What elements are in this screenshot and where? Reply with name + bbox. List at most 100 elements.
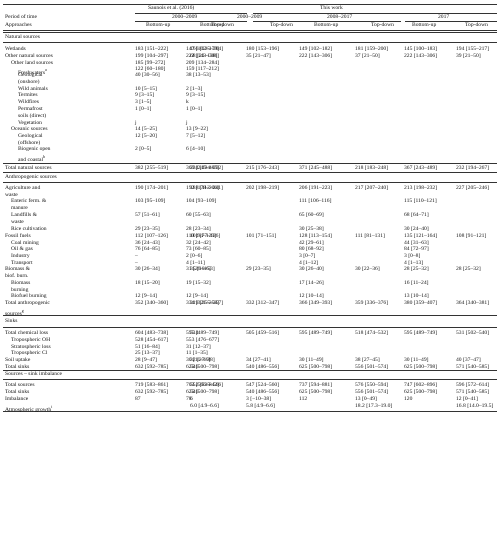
row-label: Rice cultivation	[11, 226, 47, 232]
cell-value: 319 [255–357]	[190, 300, 224, 306]
rule-line	[3, 327, 497, 328]
footnote-marker: i	[51, 404, 53, 409]
cell-value: 149 [102–182]	[299, 46, 333, 52]
cell-value: 68 [64–71]	[404, 212, 429, 218]
approach-header: Top-down	[371, 22, 394, 28]
cell-value: 546	[190, 364, 199, 370]
rule-line	[3, 30, 497, 31]
cell-value: 30 [26–34]	[135, 266, 160, 272]
row-label: Enteric ferm. &	[11, 198, 47, 204]
cell-value: 547 [524–560]	[246, 382, 280, 388]
row-label: Soil uptake	[5, 357, 31, 363]
cell-value: 12 [10–14]	[299, 293, 324, 299]
cell-value: 719 [583–861]	[135, 382, 169, 388]
cell-value: 625 [500–798]	[186, 389, 220, 395]
cell-value: 30 [24–40]	[404, 226, 429, 232]
section-heading: Anthropogenic sources	[5, 174, 57, 180]
cell-value: 30 [26–40]	[299, 266, 324, 272]
cell-value: 359 [336–376]	[355, 300, 389, 306]
cell-value: 227 [205–246]	[456, 185, 490, 191]
cell-value: 518 [474–532]	[355, 330, 389, 336]
row-label: Total chemical loss	[5, 330, 49, 336]
cell-value: 553 [476–677]	[186, 337, 220, 343]
cell-value: 217 [207–240]	[355, 185, 389, 191]
cell-value: 111 [106–116]	[299, 198, 332, 204]
cell-value: 80 [68–92]	[299, 246, 324, 252]
row-label: Wetlands	[5, 46, 26, 52]
cell-value: 51 [16–84]	[135, 344, 160, 350]
cell-value: 10 [5–15]	[135, 86, 157, 92]
row-label: Freshwatersa	[18, 67, 47, 76]
cell-value: 6 [4–10]	[186, 146, 206, 152]
cell-value: 218 [183–248]	[355, 165, 389, 171]
cell-value: 632 [592–785]	[135, 389, 169, 395]
cell-value: 13 [0–49]	[355, 396, 377, 402]
cell-value: 194 [155–217]	[456, 46, 490, 52]
rule-line	[3, 411, 497, 412]
cell-value: 32 [24–42]	[186, 240, 211, 246]
cell-value: 38 [27–45]	[355, 357, 380, 363]
section-heading: Sinks	[5, 318, 18, 324]
cell-value: 115 [110–121]	[404, 198, 437, 204]
cell-value: 3 [0–8]	[404, 253, 421, 259]
cell-value: 110 [94–129]	[186, 233, 217, 239]
rule-line	[3, 42, 497, 43]
cell-value: 232 [194–267]	[456, 165, 490, 171]
saunois-header: Saunois et al. (2016)	[148, 5, 195, 11]
row-label-cont: waste	[5, 191, 18, 198]
cell-value: 30 [22–36]	[355, 266, 380, 272]
cell-value: 334 [321–358]	[186, 300, 220, 306]
row-label: Other land sources	[11, 60, 53, 66]
cell-value: –	[135, 260, 138, 266]
cell-value: 5.8 [4.9–6.6]	[246, 403, 275, 409]
cell-value: 4 [1–12]	[299, 260, 319, 266]
cell-value: 30 [11–49]	[299, 357, 324, 363]
cell-value: 3 [1–5]	[135, 99, 152, 105]
cell-value: 18 [15–20]	[135, 280, 160, 286]
rule-line	[3, 315, 497, 316]
approach-header: Bottom-up	[314, 22, 339, 28]
cell-value: 632 [592–785]	[135, 364, 169, 370]
cell-value: 35 [21–47]	[246, 53, 271, 59]
cell-value: 595 [489–749]	[299, 330, 333, 336]
cell-value: 703 [566–842]	[186, 382, 220, 388]
cell-value: 332 [312–347]	[246, 300, 280, 306]
cell-value: 222 [143–306]	[299, 53, 333, 59]
group-underline	[405, 21, 497, 22]
row-label-cont: and coastalb	[18, 153, 46, 163]
cell-value: 13 [10–14]	[404, 293, 429, 299]
cell-value: 364 [340–381]	[456, 300, 490, 306]
cell-value: 4 [1–11]	[186, 260, 205, 266]
cell-value: 556 [501–574]	[355, 389, 389, 395]
cell-value: 595 [489–749]	[186, 330, 220, 336]
cell-value: 202 [198–219]	[246, 185, 280, 191]
cell-value: 625 [500–798]	[404, 364, 438, 370]
cell-value: j	[186, 120, 188, 126]
row-label-cont: (onshore)	[18, 78, 40, 85]
cell-value: 12 [0–41]	[456, 396, 478, 402]
cell-value: 625 [500–798]	[186, 364, 220, 370]
cell-value: 135 [121–164]	[404, 233, 438, 239]
row-label: Atmospheric growthi	[5, 404, 53, 413]
group-underline	[135, 21, 247, 22]
cell-value: 122 [60–180]	[135, 66, 166, 72]
cell-value: 60 [55–63]	[186, 212, 211, 218]
cell-value: 30 [11–49]	[404, 357, 429, 363]
cell-value: 571 [540–585]	[456, 389, 490, 395]
cell-value: 17 [14–26]	[299, 280, 324, 286]
row-label: Other natural sources	[5, 53, 53, 59]
cell-value: 199 [104–297]	[135, 53, 169, 59]
cell-value: 514	[190, 330, 199, 336]
cell-value: 369 [245–485]	[186, 165, 220, 171]
rule-line	[3, 172, 497, 173]
cell-value: 595 [489–749]	[404, 330, 438, 336]
group-underline	[253, 21, 313, 22]
cell-value: 3 [−10–38]	[246, 396, 272, 402]
cell-value: 40 [30–56]	[135, 72, 160, 78]
cell-value: 31 [12–37]	[186, 344, 211, 350]
cell-value: 159 [117–212]	[186, 66, 219, 72]
period-header: 2000–2009	[237, 14, 263, 20]
cell-value: 28 [23–34]	[186, 226, 211, 232]
cell-value: 40 [37–47]	[456, 357, 481, 363]
